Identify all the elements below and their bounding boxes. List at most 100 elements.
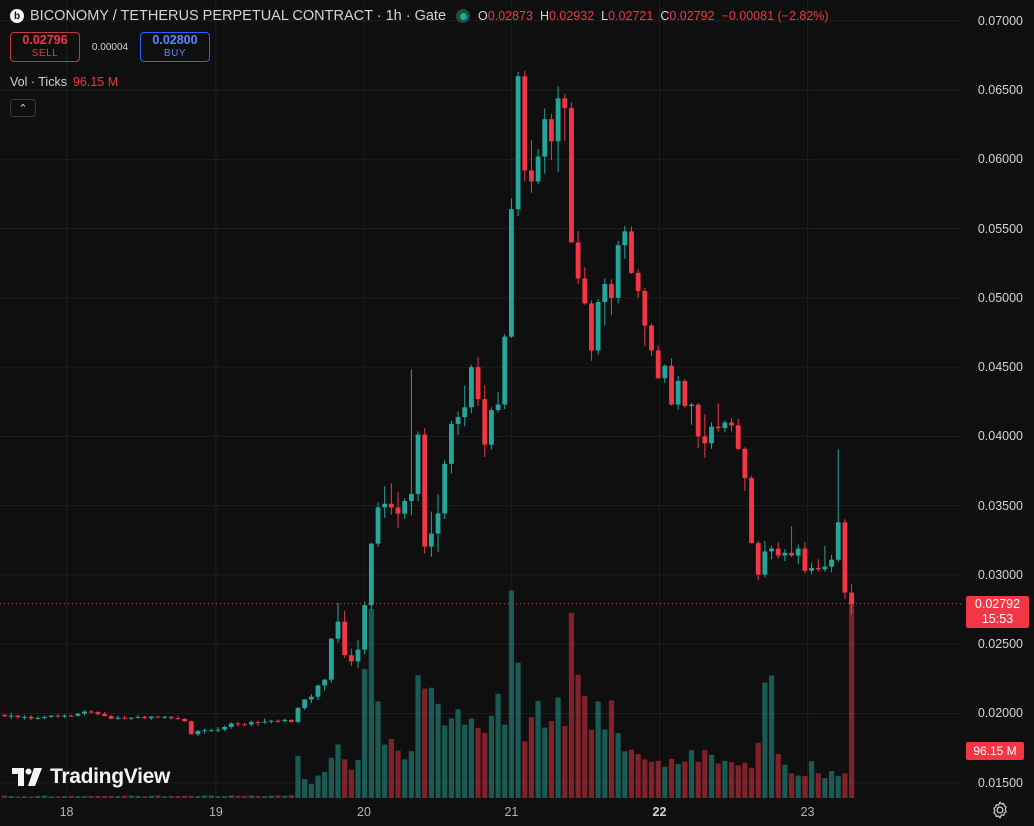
candle-body xyxy=(515,76,521,210)
volume-bar xyxy=(275,795,281,798)
volume-bar xyxy=(748,767,755,798)
volume-bar xyxy=(582,695,588,798)
candle-body xyxy=(262,721,268,723)
volume-bar xyxy=(355,759,361,798)
candle-body xyxy=(35,717,41,719)
candle-body xyxy=(395,507,401,514)
bar-countdown: 15:53 xyxy=(981,612,1014,626)
volume-bar xyxy=(262,796,268,798)
volume-bar xyxy=(662,766,668,798)
volume-bar xyxy=(542,727,548,798)
open-value: 0.02873 xyxy=(487,9,533,23)
x-tick-label: 22 xyxy=(652,805,667,819)
candle-body xyxy=(542,119,548,157)
volume-bar xyxy=(128,795,134,798)
candle-body xyxy=(2,714,7,717)
candle-body xyxy=(402,500,408,514)
candle-body xyxy=(762,551,768,575)
candle-body xyxy=(602,284,608,303)
candle-body xyxy=(275,720,281,722)
volume-bar xyxy=(141,796,148,798)
candle-body xyxy=(182,718,187,722)
candle-body xyxy=(422,434,428,547)
volume-bar xyxy=(35,796,41,798)
volume-bar xyxy=(602,729,608,798)
buy-button[interactable]: 0.02800 BUY xyxy=(140,32,210,62)
tradingview-logo-icon xyxy=(12,768,42,786)
sell-button[interactable]: 0.02796 SELL xyxy=(10,32,80,62)
candle-body xyxy=(695,404,701,437)
x-tick-label: 18 xyxy=(59,805,74,819)
candle-body xyxy=(368,543,374,606)
volume-bar xyxy=(175,795,181,798)
volume-bar xyxy=(302,779,308,798)
volume-bar xyxy=(222,796,228,798)
candle-body xyxy=(255,722,261,724)
candle-body xyxy=(248,722,254,725)
candle-body xyxy=(88,711,94,713)
candle-body xyxy=(522,76,528,171)
candle-body xyxy=(308,696,314,700)
volume-bar xyxy=(722,760,728,798)
volume-bar xyxy=(88,795,94,798)
volume-bar xyxy=(482,732,488,798)
candle-body xyxy=(302,699,308,708)
volume-bar xyxy=(808,761,815,798)
volume-bar xyxy=(622,751,628,798)
settings-gear-icon[interactable] xyxy=(990,800,1010,820)
volume-bar xyxy=(362,669,368,798)
y-tick-label: 0.05500 xyxy=(977,221,1023,236)
volume-bar xyxy=(535,701,541,798)
candle-body xyxy=(502,336,508,405)
volume-bar xyxy=(828,771,835,798)
y-tick-label: 0.06000 xyxy=(977,152,1023,167)
y-tick-label: 0.03500 xyxy=(977,498,1023,513)
candle-body xyxy=(388,503,394,508)
volume-bar xyxy=(395,750,401,798)
candle-body xyxy=(28,716,34,719)
candle-body xyxy=(162,716,167,718)
symbol-title[interactable]: BICONOMY / TETHERUS PERPETUAL CONTRACT ·… xyxy=(30,8,447,24)
volume-bar xyxy=(435,703,441,798)
volume-bar xyxy=(55,796,61,798)
open-label: O xyxy=(478,9,488,23)
volume-bar xyxy=(528,717,535,798)
volume-bar xyxy=(548,721,555,798)
buy-label: BUY xyxy=(163,48,187,59)
volume-bar xyxy=(695,761,701,798)
volume-legend-label[interactable]: Vol · Ticks xyxy=(10,75,67,89)
logo-icon: b xyxy=(10,9,24,23)
candle-body xyxy=(435,513,441,534)
sell-price: 0.02796 xyxy=(22,33,68,47)
candle-body xyxy=(315,685,321,697)
candle-body xyxy=(549,119,554,142)
volume-bar xyxy=(588,729,595,798)
candle-body xyxy=(122,717,127,719)
candle-body xyxy=(635,272,641,291)
volume-bar xyxy=(75,796,81,798)
volume-bar xyxy=(61,796,68,798)
candle-body xyxy=(15,715,21,718)
volume-bar xyxy=(242,795,248,798)
candle-body xyxy=(509,209,514,337)
volume-bar xyxy=(188,795,194,798)
candle-body xyxy=(135,716,141,718)
volume-bar xyxy=(475,728,481,798)
candle-body xyxy=(428,533,434,547)
candle-body xyxy=(582,278,588,304)
volume-bar xyxy=(595,701,601,798)
volume-bar xyxy=(375,701,381,798)
candle-body xyxy=(288,719,294,722)
candle-body xyxy=(328,638,334,680)
candle-body xyxy=(802,548,808,571)
tradingview-logo[interactable]: TradingView xyxy=(12,765,170,789)
candle-body xyxy=(195,730,201,735)
volume-bar xyxy=(348,769,354,798)
volume-bar xyxy=(202,795,208,798)
volume-bar xyxy=(368,609,374,798)
candle-body xyxy=(682,380,688,406)
volume-bar xyxy=(335,744,341,798)
collapse-legend-button[interactable]: ⌃ xyxy=(10,99,36,117)
